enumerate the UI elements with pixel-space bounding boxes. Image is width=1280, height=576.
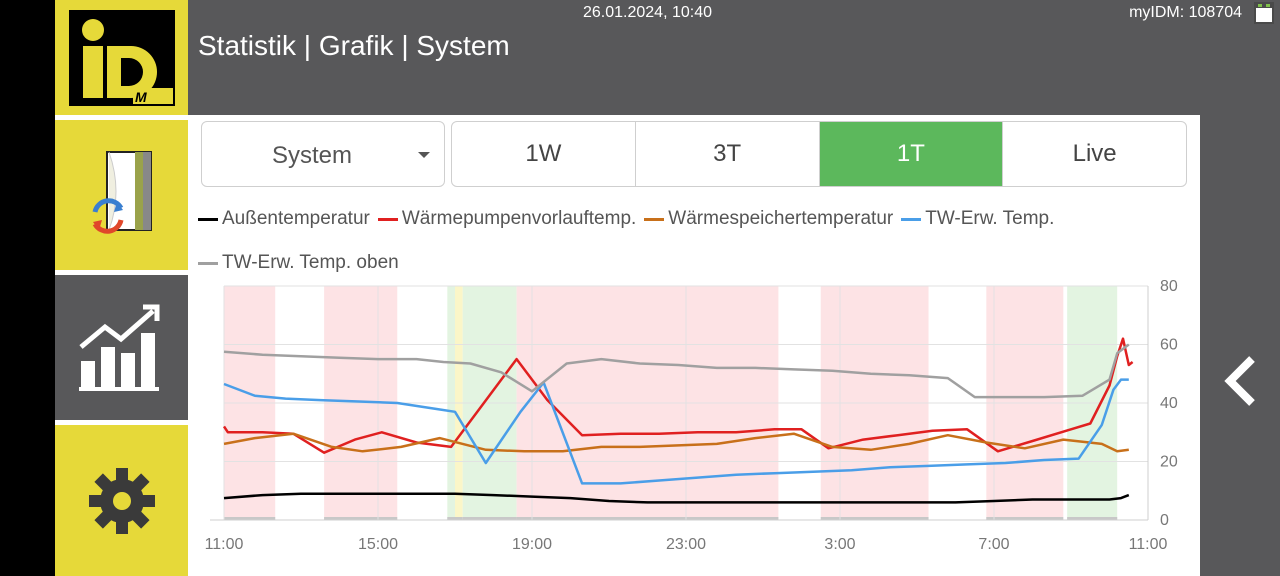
- x-tick-label: 23:00: [666, 536, 706, 553]
- range-selector: 1W 3T 1T Live: [451, 121, 1187, 187]
- chart-band-marker: [324, 517, 398, 520]
- legend-item[interactable]: TW-Erw. Temp.: [901, 208, 1054, 230]
- chart-legend: Außentemperatur Wärmepumpenvorlauftemp. …: [198, 205, 1188, 293]
- chart-band-marker: [820, 517, 929, 520]
- series-line: [222, 337, 1134, 454]
- dropdown-value: System: [272, 142, 353, 169]
- idm-logo-icon: M: [68, 9, 175, 106]
- main-content: System 1W 3T 1T Live Außentemperatur Wär…: [188, 115, 1200, 576]
- y-tick-label: 60: [1160, 337, 1178, 354]
- y-tick-label: 20: [1160, 454, 1178, 471]
- page-title: Statistik | Grafik | System: [198, 30, 510, 61]
- y-tick-label: 80: [1160, 280, 1178, 295]
- chevron-left-icon[interactable]: [1222, 355, 1258, 407]
- x-tick-label: 3:00: [824, 536, 855, 553]
- x-tick-label: 7:00: [978, 536, 1009, 553]
- legend-item[interactable]: Wärmepumpenvorlauftemp.: [377, 208, 636, 230]
- chart-band-marker: [224, 517, 276, 520]
- system-icon: [92, 151, 152, 234]
- chart-band-marker: [516, 517, 779, 520]
- svg-text:M: M: [135, 89, 147, 105]
- sidebar-item-settings[interactable]: [55, 425, 188, 576]
- left-edge: [0, 0, 55, 576]
- legend-item[interactable]: Außentemperatur: [198, 208, 370, 230]
- chart-band-marker: [447, 517, 455, 520]
- x-tick-label: 11:00: [205, 536, 244, 553]
- sidebar-item-statistics[interactable]: [55, 275, 188, 420]
- series-line: [223, 432, 1129, 453]
- x-tick-label: 19:00: [512, 536, 552, 553]
- range-1t[interactable]: 1T: [818, 122, 1003, 186]
- chart-band-marker: [986, 517, 1064, 520]
- system-dropdown[interactable]: System: [201, 121, 445, 187]
- caret-down-icon: [418, 152, 430, 158]
- range-3t[interactable]: 3T: [634, 122, 819, 186]
- chart-band-marker: [462, 517, 517, 520]
- series-line: [223, 343, 1130, 399]
- y-tick-label: 40: [1160, 395, 1178, 412]
- y-tick-label: 0: [1160, 512, 1169, 529]
- range-1w[interactable]: 1W: [525, 140, 562, 167]
- device-id: myIDM: 108704: [1129, 4, 1242, 21]
- series-line: [223, 492, 1130, 504]
- legend-item[interactable]: TW-Erw. Temp. oben: [198, 252, 399, 274]
- idm-logo[interactable]: M: [55, 0, 188, 115]
- chart-band-marker: [1067, 517, 1118, 520]
- sidebar: M: [55, 0, 188, 576]
- series-line: [223, 378, 1129, 485]
- chart-icon: [78, 304, 159, 391]
- line-chart: 0 20 40 60 80 11:00 15:00 19:00 23:00 3:00 7:00 11:…: [205, 280, 1178, 553]
- sidebar-item-system[interactable]: [55, 120, 188, 270]
- right-panel: [1200, 115, 1280, 576]
- x-tick-label: 15:00: [358, 536, 398, 553]
- header: 26.01.2024, 10:40 myIDM: 108704 Statisti…: [188, 0, 1280, 115]
- gear-icon: [88, 467, 155, 534]
- x-tick-label: 11:00: [1129, 536, 1168, 553]
- status-icon[interactable]: [1254, 2, 1274, 24]
- datetime: 26.01.2024, 10:40: [583, 4, 713, 21]
- range-live[interactable]: Live: [1002, 122, 1186, 186]
- legend-item[interactable]: Wärmespeichertemperatur: [644, 208, 893, 230]
- chart-band-marker: [455, 517, 463, 520]
